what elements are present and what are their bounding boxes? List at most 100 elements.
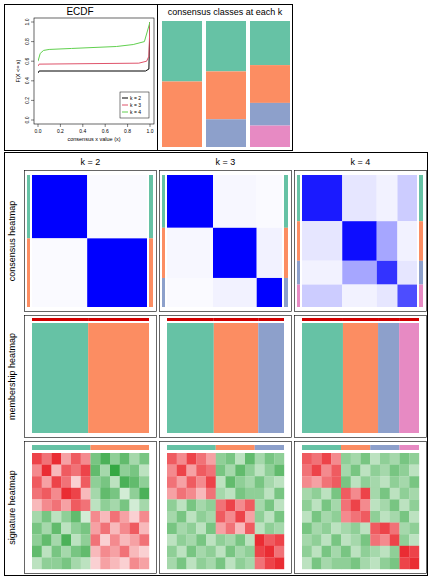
class-strip: [162, 175, 165, 228]
signature-cell: [400, 523, 410, 535]
signature-cell: [390, 476, 400, 488]
membership-block: [214, 323, 258, 433]
signature-cell: [32, 534, 42, 546]
signature-cell: [139, 476, 149, 488]
signature-cell: [265, 453, 275, 465]
signature-cell: [216, 476, 226, 488]
signature-cell: [91, 523, 101, 535]
consensus-cell: [213, 278, 257, 307]
signature-cell: [196, 557, 206, 569]
y-tick: [31, 41, 34, 42]
signature-cell: [322, 534, 332, 546]
signature-cell: [187, 523, 197, 535]
signature-cell: [42, 476, 52, 488]
signature-cell: [331, 499, 341, 511]
signature-cell: [139, 465, 149, 477]
signature-cell: [322, 557, 332, 569]
signature-cell: [130, 546, 140, 558]
signature-cell: [235, 453, 245, 465]
signature-cell: [361, 465, 371, 477]
signature-cell: [322, 523, 332, 535]
signature-cell: [42, 511, 52, 523]
membership-block: [258, 323, 284, 433]
x-tick: [60, 124, 61, 127]
signature-cell: [177, 465, 187, 477]
consensus-cell: [32, 175, 87, 238]
ecdf-line: [38, 22, 150, 73]
signature-cell: [139, 546, 149, 558]
signature-cell: [255, 499, 265, 511]
signature-cell: [331, 557, 341, 569]
signature-cell: [91, 534, 101, 546]
signature-cell: [196, 453, 206, 465]
signature-cell: [91, 476, 101, 488]
x-tick: [105, 124, 106, 127]
signature-cell: [110, 476, 120, 488]
signature-cell: [167, 511, 177, 523]
signature-cell: [100, 523, 110, 535]
signature-cell: [245, 488, 255, 500]
signature-cell: [302, 546, 312, 558]
signature-cell: [409, 546, 419, 558]
signature-cell: [312, 499, 322, 511]
membership-bar: [88, 318, 149, 321]
signature-cell: [32, 511, 42, 523]
signature-cell: [235, 546, 245, 558]
signature-cell: [81, 534, 91, 546]
membership-bar: [343, 318, 378, 321]
signature-cell: [245, 546, 255, 558]
consensus-cell: [302, 221, 342, 261]
signature-cell: [139, 523, 149, 535]
signature-cell: [226, 534, 236, 546]
signature-cell: [341, 465, 351, 477]
signature-cell: [380, 499, 390, 511]
signature-cell: [71, 476, 81, 488]
class-strip: [419, 261, 423, 285]
signature-cell: [351, 476, 361, 488]
signature-cell: [100, 499, 110, 511]
signature-cell: [120, 476, 130, 488]
signature-cell: [341, 534, 351, 546]
signature-cell: [235, 534, 245, 546]
signature-cell: [81, 499, 91, 511]
class-strip: [149, 238, 153, 307]
signature-cell: [196, 534, 206, 546]
consensus-cell: [213, 228, 257, 278]
signature-cell: [52, 557, 62, 569]
signature-cell: [177, 488, 187, 500]
signature-cell: [61, 557, 71, 569]
cell-frame: [160, 442, 292, 574]
signature-cell: [196, 499, 206, 511]
signature-cell: [361, 511, 371, 523]
signature-cell: [61, 534, 71, 546]
signature-cell: [390, 465, 400, 477]
signature-cell: [226, 546, 236, 558]
signature-cell: [245, 499, 255, 511]
legend-label: k = 4: [130, 109, 141, 115]
signature-cell: [312, 465, 322, 477]
signature-cell: [167, 534, 177, 546]
membership-block: [302, 323, 343, 433]
consensus-cell: [342, 261, 377, 285]
signature-cell: [206, 557, 216, 569]
signature-cell: [400, 476, 410, 488]
signature-cell: [226, 511, 236, 523]
signature-cell: [110, 511, 120, 523]
class-block: [250, 103, 290, 126]
class-strip: [284, 278, 288, 307]
signature-cell: [274, 546, 284, 558]
signature-cell: [130, 453, 140, 465]
signature-cell: [235, 488, 245, 500]
signature-cell: [177, 476, 187, 488]
signature-cell: [130, 523, 140, 535]
signature-cell: [255, 523, 265, 535]
signature-cell: [100, 453, 110, 465]
signature-cell: [226, 499, 236, 511]
background: [0, 0, 432, 576]
signature-cell: [380, 557, 390, 569]
class-strip: [284, 175, 288, 228]
signature-cell: [265, 546, 275, 558]
signature-cell: [255, 546, 265, 558]
signature-cell: [71, 523, 81, 535]
signature-cell: [206, 476, 216, 488]
